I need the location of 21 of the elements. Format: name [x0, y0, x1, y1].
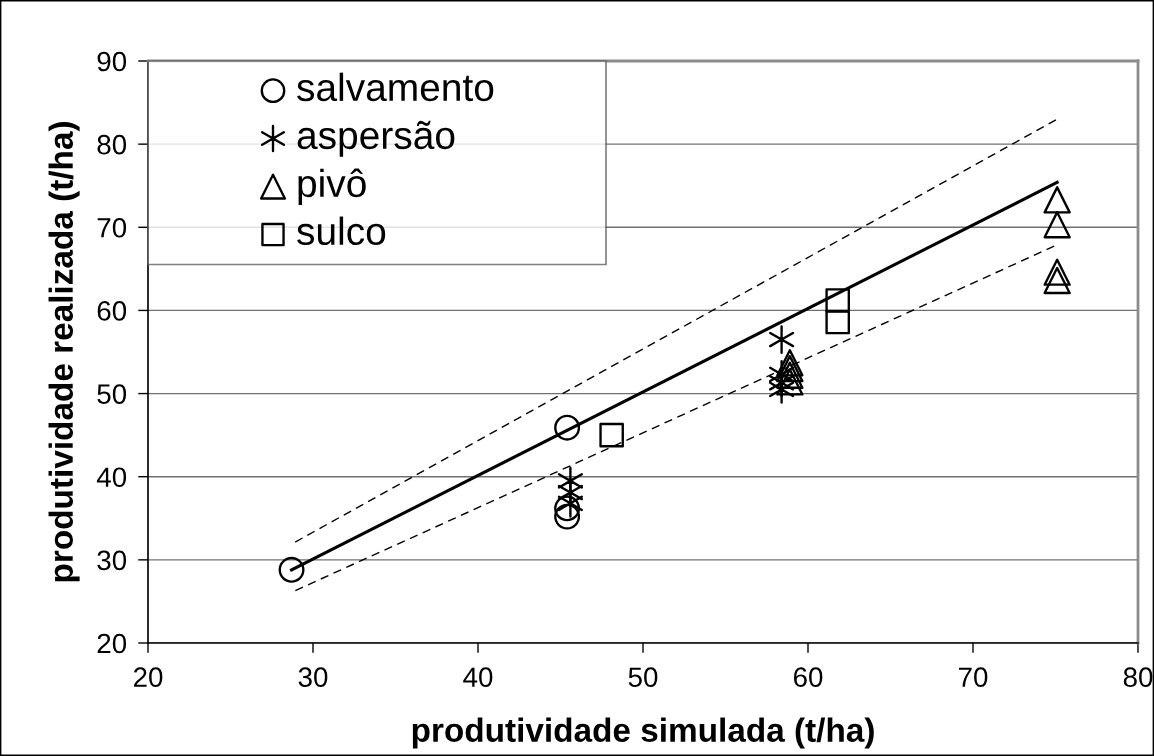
x-tick-label: 60: [793, 667, 823, 688]
legend-label: salvamento: [297, 72, 494, 102]
x-tick-label: 50: [628, 667, 658, 688]
y-tick-label: 90: [97, 51, 127, 72]
x-axis-title: produtividade simulada (t/ha): [412, 717, 874, 749]
y-tick-label: 70: [97, 217, 127, 238]
y-tick-label: 20: [97, 633, 127, 654]
legend-label: aspersão: [297, 120, 455, 157]
x-tick-label: 20: [133, 667, 163, 688]
y-axis-title: produtividade realizada (t/ha): [48, 122, 80, 582]
x-tick-label: 80: [1123, 667, 1153, 688]
x-tick-label: 30: [298, 667, 328, 688]
legend-label: sulco: [297, 216, 386, 246]
y-tick-label: 50: [97, 384, 127, 404]
y-tick-label: 80: [97, 134, 127, 155]
x-tick-label: 70: [958, 667, 988, 688]
x-tick-label: 40: [463, 667, 493, 688]
legend-label: pivô: [298, 168, 366, 205]
y-tick-label: 30: [97, 550, 127, 571]
y-tick-label: 40: [96, 467, 127, 488]
y-tick-label: 60: [97, 301, 127, 321]
